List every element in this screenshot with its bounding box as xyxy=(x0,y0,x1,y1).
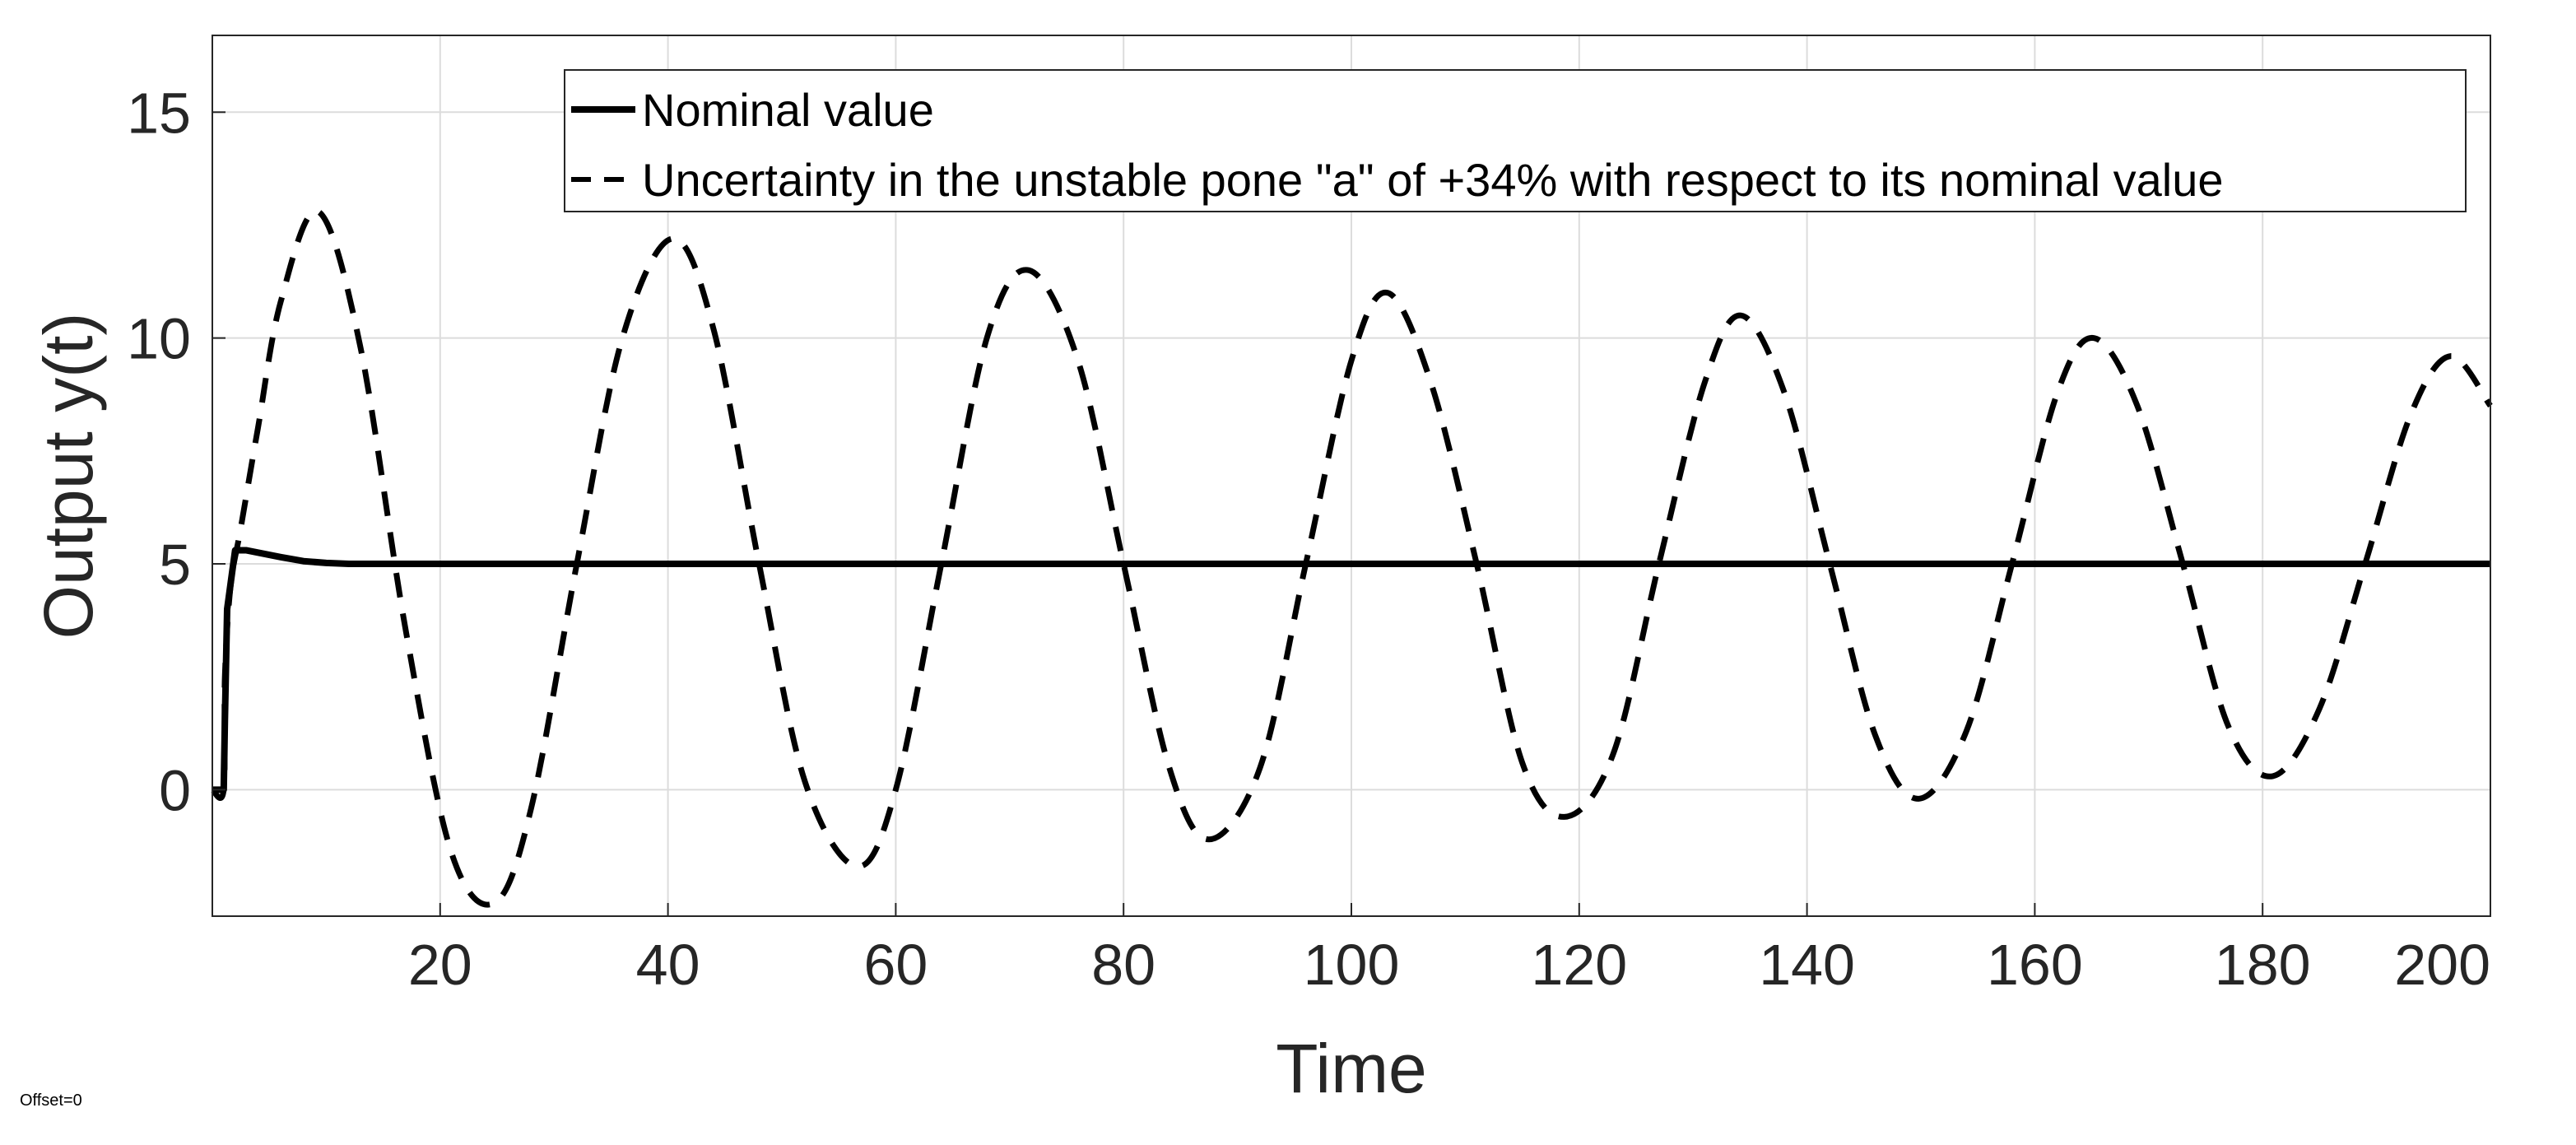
y-tick-label: 10 xyxy=(127,307,191,371)
offset-note: Offset=0 xyxy=(20,1091,82,1110)
series-layer xyxy=(209,207,2493,908)
x-tick-label: 40 xyxy=(636,933,700,997)
legend-label-uncertainty: Uncertainty in the unstable pone "a" of … xyxy=(642,154,2224,206)
tick-labels: 20 40 60 80 100 120 140 160 180 200 0 5 10 15 xyxy=(127,81,2491,997)
x-tick-label: 180 xyxy=(2215,933,2311,997)
x-tick-label: 80 xyxy=(1091,933,1155,997)
series-uncertainty-line xyxy=(209,207,2493,908)
y-tick-label: 0 xyxy=(159,758,191,822)
series-nominal-line xyxy=(212,547,2490,794)
x-tick-label: 60 xyxy=(863,933,928,997)
y-tick-label: 15 xyxy=(127,81,191,145)
y-tick-label: 5 xyxy=(159,533,191,597)
x-tick-label: 200 xyxy=(2394,933,2490,997)
x-axis-label: Time xyxy=(1276,1030,1427,1107)
x-tick-label: 120 xyxy=(1531,933,1627,997)
x-tick-label: 140 xyxy=(1759,933,1855,997)
legend-label-nominal: Nominal value xyxy=(642,84,934,136)
x-tick-label: 160 xyxy=(1987,933,2083,997)
y-axis-label: Output y(t) xyxy=(30,313,107,640)
legend-box xyxy=(564,69,2467,212)
x-tick-label: 100 xyxy=(1304,933,1400,997)
legend: Nominal value Uncertainty in the unstabl… xyxy=(564,69,2467,212)
x-tick-label: 20 xyxy=(408,933,472,997)
